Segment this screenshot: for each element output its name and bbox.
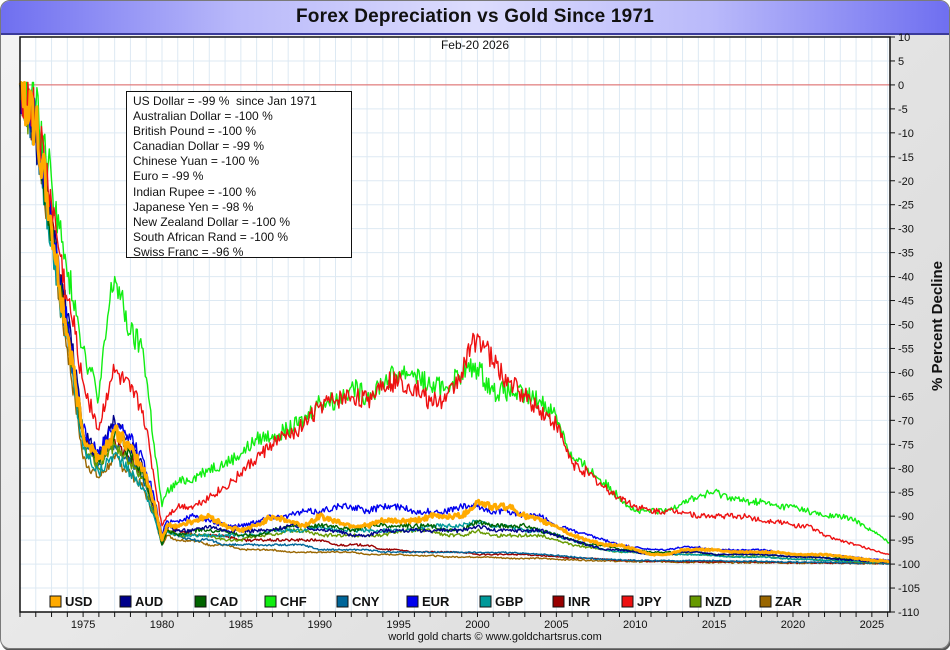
legend-swatch-cad — [194, 595, 207, 608]
y-tick-label: -60 — [898, 367, 914, 379]
legend-label-aud: AUD — [135, 594, 163, 609]
x-tick-label: 2020 — [781, 619, 805, 631]
legend-label-usd: USD — [65, 594, 92, 609]
y-tick-label: -90 — [898, 511, 914, 523]
legend-swatch-zar — [759, 595, 772, 608]
y-tick-label: -35 — [898, 248, 914, 260]
x-tick-label: 1995 — [386, 619, 410, 631]
legend-swatch-cny — [336, 595, 349, 608]
legend-swatch-inr — [552, 595, 565, 608]
legend-label-inr: INR — [568, 594, 591, 609]
legend-swatch-aud — [119, 595, 132, 608]
y-axis-label: % Percent Decline — [929, 261, 946, 391]
legend-label-cny: CNY — [352, 594, 380, 609]
series-line-jpy — [19, 81, 890, 556]
info-box: US Dollar = -99 % since Jan 1971 Austral… — [126, 91, 352, 259]
legend-swatch-chf — [264, 595, 277, 608]
x-axis: 1975 1980 1985 1990 1995 2000 2005 2010 2015 2020… — [19, 612, 889, 631]
info-line-cny: Chinese Yuan = -100 % — [133, 154, 260, 169]
legend-label-cad: CAD — [210, 594, 238, 609]
y-tick-label: -20 — [898, 176, 914, 188]
y-tick-label: -75 — [898, 439, 914, 451]
x-tick-label: 2015 — [702, 619, 726, 631]
y-tick-label: -65 — [898, 391, 914, 403]
legend-label-chf: CHF — [280, 594, 307, 609]
series-line-usd — [18, 81, 890, 564]
info-line-zar: South African Rand = -100 % — [133, 229, 289, 244]
title-bar: Forex Depreciation vs Gold Since 1971 — [1, 1, 949, 35]
info-line-usd: US Dollar = -99 % since Jan 1971 — [133, 94, 317, 108]
info-line-aud: Australian Dollar = -100 % — [133, 109, 273, 124]
y-tick-label: -85 — [898, 487, 914, 499]
legend-swatch-nzd — [689, 595, 702, 608]
y-tick-label: -10 — [898, 128, 914, 140]
info-line-gbp: British Pound = -100 % — [133, 124, 257, 139]
y-tick-label: -95 — [898, 535, 914, 547]
legend-label-eur: EUR — [422, 594, 450, 609]
x-tick-label: 1975 — [71, 619, 95, 631]
series-line-chf — [19, 81, 890, 544]
legend-label-nzd: NZD — [705, 594, 732, 609]
info-line-chf: Swiss Franc = -96 % — [133, 244, 244, 259]
chart-title: Forex Depreciation vs Gold Since 1971 — [296, 6, 654, 27]
legend: USD AUD CAD CHF CNY EUR GBP INR JPY NZD ZAR — [49, 594, 802, 609]
y-tick-label: -55 — [898, 343, 914, 355]
y-tick-label: -5 — [898, 104, 908, 116]
y-tick-label: -45 — [898, 296, 914, 308]
x-tick-label: 2010 — [623, 619, 647, 631]
legend-swatch-usd — [49, 595, 62, 608]
y-tick-label: 10 — [898, 32, 910, 44]
x-tick-label: 1985 — [229, 619, 253, 631]
series-lines — [18, 81, 890, 565]
x-tick-label: 2000 — [465, 619, 489, 631]
info-line-inr: Indian Rupee = -100 % — [133, 184, 257, 199]
y-axis: 10 5 0 -5 -10 -15 -20 -25 -30 -35 -40 -45 -50 -55 -60 -… — [890, 32, 920, 619]
x-tick-label: 2005 — [544, 619, 568, 631]
legend-swatch-gbp — [479, 595, 492, 608]
legend-label-zar: ZAR — [775, 594, 802, 609]
y-tick-label: -50 — [898, 320, 914, 332]
x-tick-label: 1990 — [307, 619, 331, 631]
info-line-jpy: Japanese Yen = -98 % — [133, 199, 254, 214]
y-tick-label: -25 — [898, 200, 914, 212]
y-tick-label: -105 — [898, 583, 920, 595]
y-tick-label: -110 — [898, 607, 919, 619]
series-line-eur — [19, 84, 890, 562]
info-line-nzd: New Zealand Dollar = -100 % — [133, 214, 291, 229]
legend-label-jpy: JPY — [637, 594, 662, 609]
y-tick-label: -100 — [898, 559, 920, 571]
y-tick-label: 5 — [898, 56, 904, 68]
info-line-eur: Euro = -99 % — [133, 169, 204, 184]
y-tick-label: -70 — [898, 415, 914, 427]
legend-label-gbp: GBP — [495, 594, 524, 609]
y-tick-label: -30 — [898, 224, 914, 236]
y-tick-label: -80 — [898, 463, 914, 475]
x-tick-label: 2025 — [860, 619, 884, 631]
x-tick-label: 1980 — [150, 619, 174, 631]
legend-swatch-jpy — [621, 595, 634, 608]
y-tick-label: -15 — [898, 152, 914, 164]
legend-swatch-eur — [406, 595, 419, 608]
date-label: Feb-20 2026 — [440, 38, 510, 52]
credit-text: world gold charts © www.goldchartsrus.co… — [388, 631, 602, 643]
y-tick-label: 0 — [898, 80, 904, 92]
info-line-cad: Canadian Dollar = -99 % — [133, 139, 265, 154]
y-tick-label: -40 — [898, 272, 914, 284]
